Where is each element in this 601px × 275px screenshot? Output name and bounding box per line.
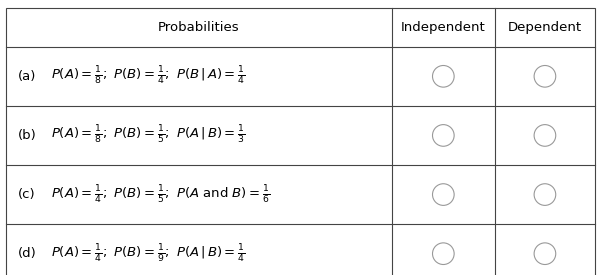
Text: (b): (b) (18, 129, 37, 142)
Text: $P(A) = \frac{1}{4};\ P(B) = \frac{1}{5};\ P(A\ \mathrm{and}\ B) = \frac{1}{6}$: $P(A) = \frac{1}{4};\ P(B) = \frac{1}{5}… (51, 183, 270, 206)
Text: (c): (c) (18, 188, 35, 201)
Text: Dependent: Dependent (508, 21, 582, 34)
Text: $P(A) = \frac{1}{8};\ P(B) = \frac{1}{4};\ P(B\,|\,A) = \frac{1}{4}$: $P(A) = \frac{1}{8};\ P(B) = \frac{1}{4}… (51, 65, 246, 87)
Text: $P(A) = \frac{1}{4};\ P(B) = \frac{1}{9};\ P(A\,|\,B) = \frac{1}{4}$: $P(A) = \frac{1}{4};\ P(B) = \frac{1}{9}… (51, 243, 246, 265)
Text: (d): (d) (18, 247, 37, 260)
Text: Probabilities: Probabilities (158, 21, 240, 34)
Text: (a): (a) (18, 70, 37, 83)
Text: Independent: Independent (401, 21, 486, 34)
Text: $P(A) = \frac{1}{8};\ P(B) = \frac{1}{5};\ P(A\,|\,B) = \frac{1}{3}$: $P(A) = \frac{1}{8};\ P(B) = \frac{1}{5}… (51, 124, 246, 147)
